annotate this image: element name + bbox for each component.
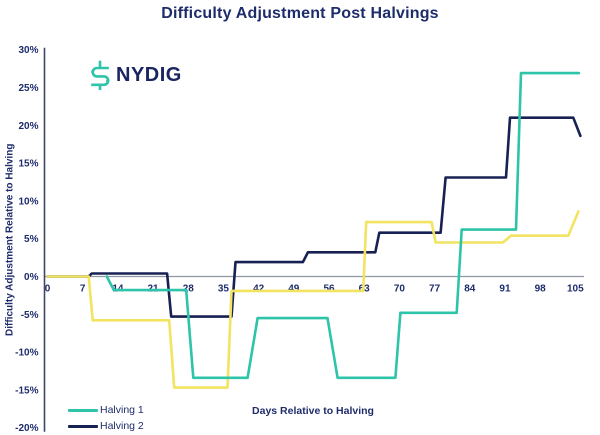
legend-item-halving-2: Halving 2: [68, 418, 144, 434]
svg-text:20%: 20%: [18, 121, 38, 132]
svg-text:10%: 10%: [18, 196, 38, 207]
legend-swatch-halving-1: [68, 408, 98, 412]
svg-text:98: 98: [535, 284, 547, 295]
svg-text:56: 56: [323, 284, 335, 295]
svg-text:84: 84: [464, 284, 476, 295]
legend: Halving 1 Halving 2: [68, 402, 144, 434]
svg-text:-5%: -5%: [21, 310, 39, 321]
svg-text:105: 105: [567, 284, 584, 295]
svg-text:91: 91: [499, 284, 511, 295]
svg-text:25%: 25%: [18, 83, 38, 94]
svg-text:49: 49: [288, 284, 300, 295]
svg-text:-15%: -15%: [15, 385, 38, 396]
svg-text:35: 35: [218, 284, 230, 295]
svg-text:0: 0: [45, 284, 51, 295]
svg-text:42: 42: [253, 284, 265, 295]
chart-title: Difficulty Adjustment Post Halvings: [161, 5, 439, 22]
svg-text:77: 77: [429, 284, 441, 295]
svg-text:15%: 15%: [18, 159, 38, 170]
legend-item-halving-1: Halving 1: [68, 402, 144, 418]
nydig-logo-icon: [91, 60, 110, 90]
svg-text:70: 70: [394, 284, 406, 295]
svg-text:-10%: -10%: [15, 348, 38, 359]
x-axis-title: Days Relative to Halving: [252, 405, 374, 417]
svg-text:7: 7: [80, 284, 86, 295]
svg-text:28: 28: [183, 284, 195, 295]
svg-text:5%: 5%: [24, 234, 39, 245]
legend-label-halving-2: Halving 2: [100, 420, 144, 432]
legend-label-halving-1: Halving 1: [100, 404, 144, 416]
svg-text:-20%: -20%: [15, 423, 38, 434]
svg-text:30%: 30%: [18, 45, 38, 56]
nydig-wordmark: NYDIG: [116, 63, 182, 86]
legend-swatch-halving-2: [68, 424, 98, 428]
svg-text:0%: 0%: [24, 272, 39, 283]
y-axis-title: Difficulty Adjustment Relative to Halvin…: [4, 143, 16, 337]
nydig-logo: NYDIG: [88, 60, 182, 90]
